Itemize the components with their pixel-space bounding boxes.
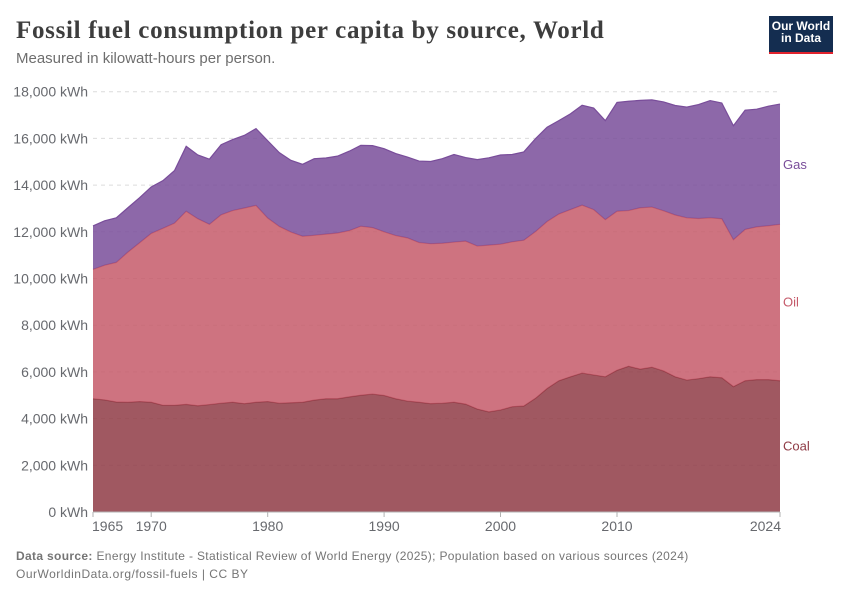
- svg-text:18,000 kWh: 18,000 kWh: [13, 84, 88, 100]
- svg-text:10,000 kWh: 10,000 kWh: [13, 271, 88, 287]
- svg-text:2,000 kWh: 2,000 kWh: [21, 457, 88, 473]
- svg-text:Oil: Oil: [783, 295, 799, 310]
- svg-text:2000: 2000: [485, 518, 516, 534]
- svg-text:1965: 1965: [92, 518, 123, 534]
- svg-text:Coal: Coal: [783, 439, 810, 454]
- svg-text:Gas: Gas: [783, 157, 807, 172]
- svg-text:1970: 1970: [136, 518, 167, 534]
- svg-text:12,000 kWh: 12,000 kWh: [13, 224, 88, 240]
- svg-text:14,000 kWh: 14,000 kWh: [13, 177, 88, 193]
- svg-text:4,000 kWh: 4,000 kWh: [21, 411, 88, 427]
- svg-text:2010: 2010: [601, 518, 632, 534]
- svg-text:16,000 kWh: 16,000 kWh: [13, 130, 88, 146]
- svg-text:0 kWh: 0 kWh: [48, 504, 88, 520]
- svg-text:1980: 1980: [252, 518, 283, 534]
- svg-text:1990: 1990: [369, 518, 400, 534]
- svg-text:8,000 kWh: 8,000 kWh: [21, 317, 88, 333]
- svg-text:6,000 kWh: 6,000 kWh: [21, 364, 88, 380]
- svg-text:2024: 2024: [750, 518, 781, 534]
